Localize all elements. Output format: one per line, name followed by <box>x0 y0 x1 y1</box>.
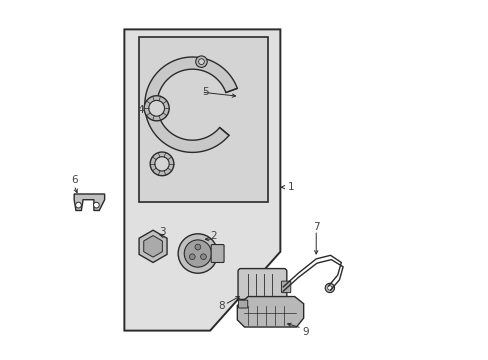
Circle shape <box>325 283 334 293</box>
Circle shape <box>150 152 174 176</box>
Circle shape <box>195 244 201 250</box>
Text: 8: 8 <box>218 301 224 311</box>
Text: 2: 2 <box>210 231 217 240</box>
Circle shape <box>200 254 206 260</box>
Text: 5: 5 <box>202 87 208 97</box>
Polygon shape <box>74 194 104 211</box>
Polygon shape <box>143 235 162 257</box>
Text: 4: 4 <box>137 105 143 115</box>
Circle shape <box>184 240 211 267</box>
FancyBboxPatch shape <box>281 281 290 293</box>
Polygon shape <box>124 30 280 330</box>
Circle shape <box>327 286 331 290</box>
Circle shape <box>198 59 204 64</box>
Circle shape <box>144 96 169 121</box>
Text: 7: 7 <box>312 222 319 231</box>
Polygon shape <box>139 230 167 262</box>
Circle shape <box>76 202 81 208</box>
Bar <box>139 37 267 202</box>
Text: 6: 6 <box>71 175 77 185</box>
Polygon shape <box>144 57 237 152</box>
Circle shape <box>178 234 217 273</box>
Polygon shape <box>237 297 303 327</box>
FancyBboxPatch shape <box>211 244 224 262</box>
Text: 3: 3 <box>159 227 165 237</box>
Circle shape <box>195 56 207 67</box>
Circle shape <box>148 100 164 116</box>
FancyBboxPatch shape <box>238 269 286 300</box>
Text: 9: 9 <box>302 327 308 337</box>
FancyBboxPatch shape <box>238 300 247 308</box>
Circle shape <box>155 157 169 171</box>
Circle shape <box>189 254 195 260</box>
Circle shape <box>93 202 99 208</box>
Text: 1: 1 <box>287 182 294 192</box>
